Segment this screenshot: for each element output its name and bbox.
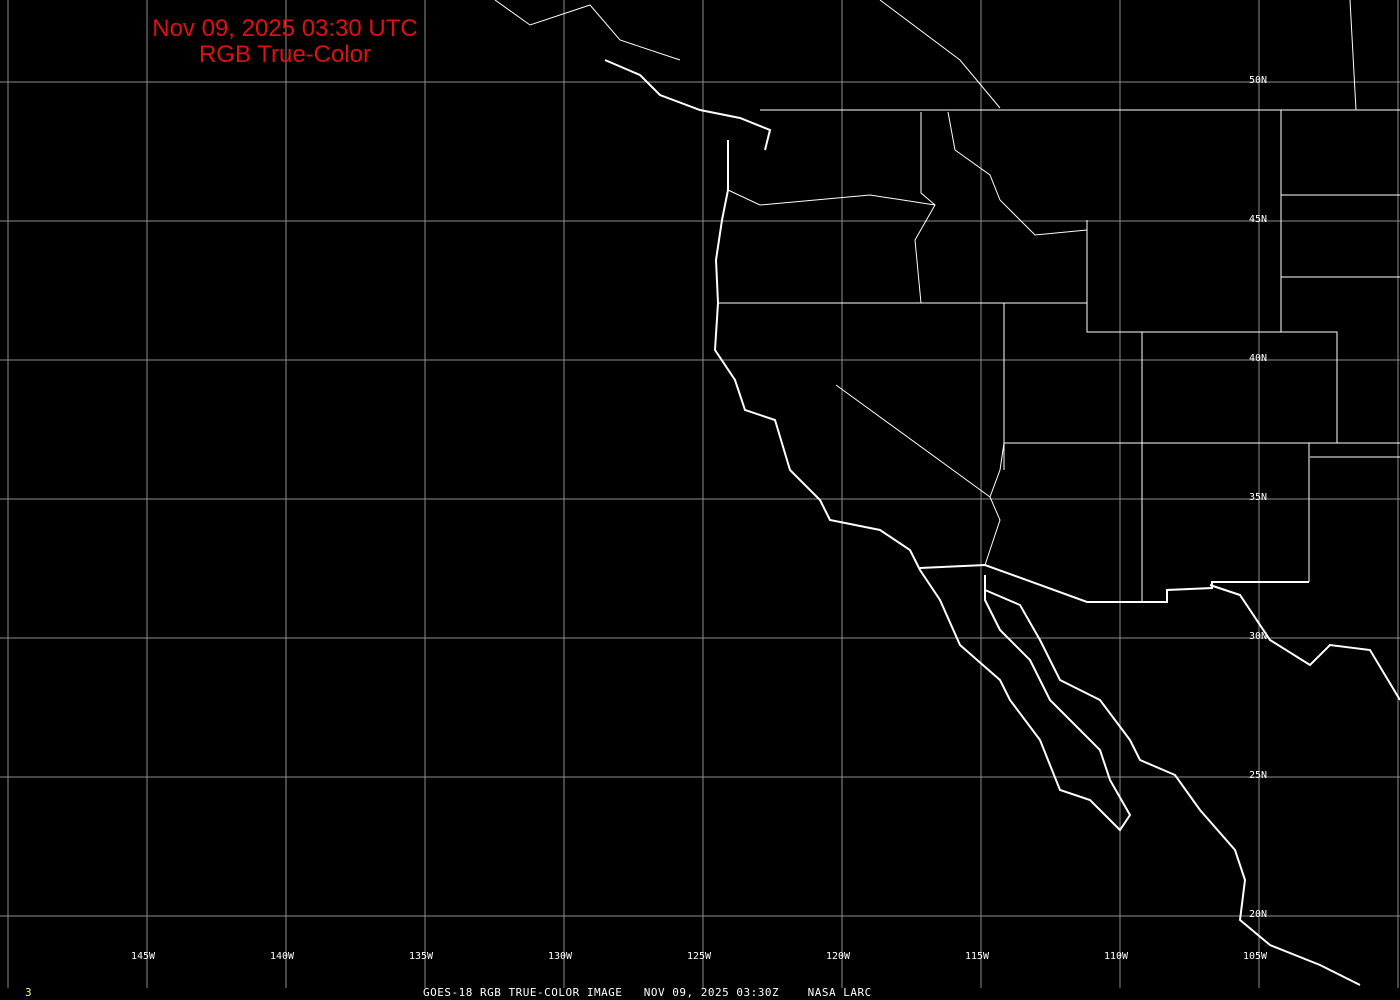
mexico-west-coast <box>984 589 1361 986</box>
latitude-label: 40N <box>1249 353 1268 364</box>
longitude-label: 115W <box>965 951 990 962</box>
mexico-border <box>919 563 1309 603</box>
gulf-coast <box>1209 584 1400 701</box>
borders <box>494 0 1400 603</box>
frame-number: 3 <box>25 986 33 999</box>
longitude-label: 140W <box>270 951 295 962</box>
pacific-coast <box>713 140 1132 832</box>
footer-caption: GOES-18 RGB TRUE-COLOR IMAGE NOV 09, 202… <box>423 986 872 999</box>
longitude-label: 130W <box>548 951 573 962</box>
latitude-label: 30N <box>1249 631 1268 642</box>
vancouver-coast <box>604 59 772 151</box>
longitude-label: 125W <box>687 951 712 962</box>
latitude-label: 50N <box>1249 75 1268 86</box>
california-nevada-border <box>835 384 991 498</box>
map-title-time: Nov 09, 2025 03:30 UTC <box>152 15 418 42</box>
coastlines <box>604 59 1400 986</box>
longitude-label: 105W <box>1243 951 1268 962</box>
latitude-label: 20N <box>1249 909 1268 920</box>
latitude-label: 35N <box>1249 492 1268 503</box>
latitude-label: 45N <box>1249 214 1268 225</box>
idaho-border <box>914 112 936 304</box>
longitude-label: 110W <box>1104 951 1129 962</box>
longitude-label: 120W <box>826 951 851 962</box>
oregon-north-border <box>727 189 936 206</box>
longitude-label: 135W <box>409 951 434 962</box>
montana-idaho-border <box>947 111 1088 236</box>
longitude-label: 145W <box>131 951 156 962</box>
map-title-product: RGB True-Color <box>198 41 372 68</box>
latitude-label: 25N <box>1249 770 1268 781</box>
